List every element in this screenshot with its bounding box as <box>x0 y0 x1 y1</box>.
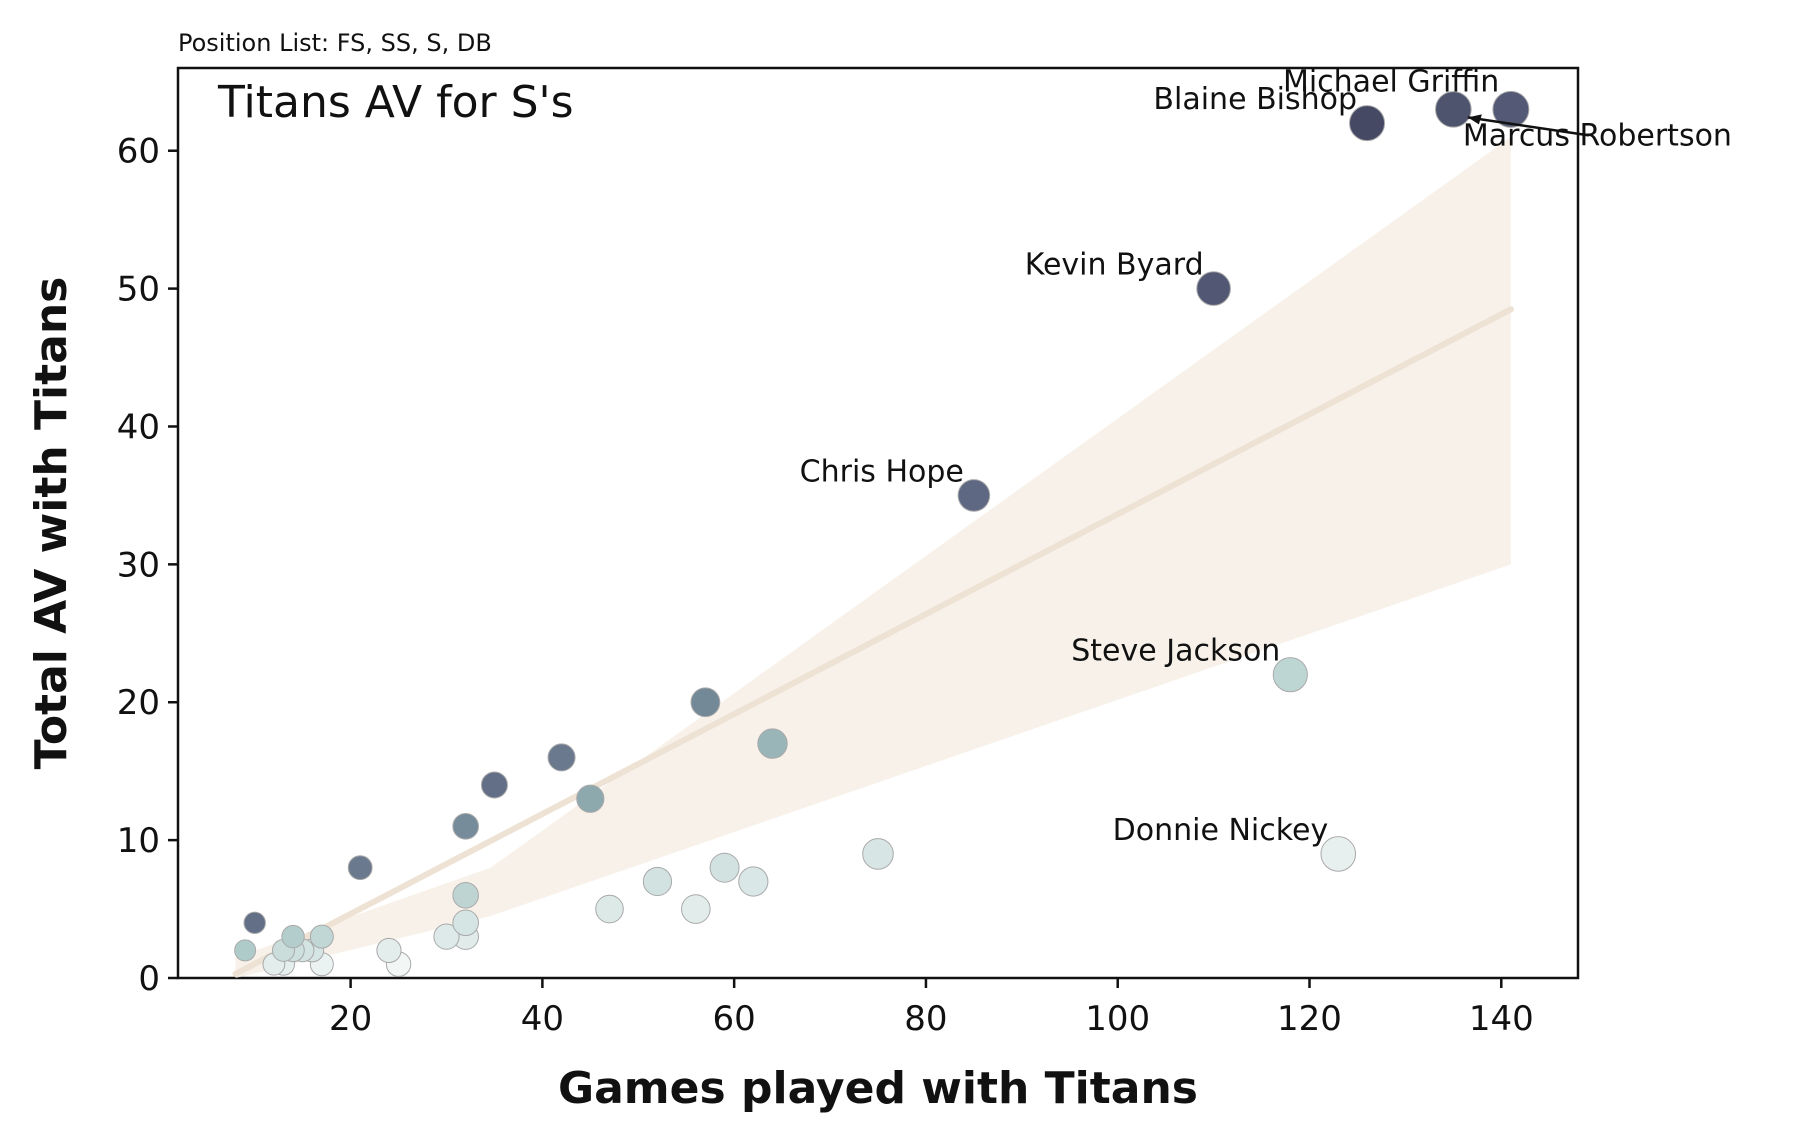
data-point <box>595 894 624 924</box>
regression-line-layer <box>232 306 1514 977</box>
point-label: Marcus Robertson <box>1463 118 1732 153</box>
y-tick-label: 20 <box>117 683 160 723</box>
data-point <box>738 866 769 897</box>
y-tick-label: 50 <box>117 270 160 310</box>
y-tick-label: 60 <box>117 132 160 172</box>
point-label: Chris Hope <box>800 454 964 489</box>
data-point <box>347 855 373 881</box>
y-axis: 0 10 20 30 40 50 60 <box>117 132 178 999</box>
annotation-arrow <box>1467 116 1590 137</box>
data-point <box>243 911 266 935</box>
data-point <box>281 924 305 949</box>
x-tick-label: 80 <box>904 999 947 1039</box>
chart-title: Titans AV for S's <box>217 77 574 128</box>
data-point <box>1435 91 1472 128</box>
x-tick-label: 100 <box>1085 999 1150 1039</box>
data-point <box>480 771 508 799</box>
x-tick-label: 60 <box>713 999 756 1039</box>
data-point <box>433 923 460 950</box>
x-tick-label: 40 <box>521 999 564 1039</box>
data-point <box>1320 836 1357 872</box>
data-point <box>690 687 721 718</box>
data-point <box>957 479 991 512</box>
data-point <box>576 784 605 813</box>
y-tick-label: 0 <box>138 959 160 999</box>
data-point <box>547 743 576 772</box>
data-point <box>452 813 479 840</box>
confidence-band <box>235 136 1511 978</box>
data-point <box>309 924 334 949</box>
confidence-band-layer <box>235 136 1511 978</box>
data-point <box>1349 105 1386 142</box>
x-tick-label: 120 <box>1277 999 1342 1039</box>
x-tick-label: 20 <box>329 999 372 1039</box>
data-point <box>642 866 673 897</box>
point-label: Donnie Nickey <box>1113 813 1329 848</box>
chart-subtitle: Position List: FS, SS, S, DB <box>178 29 492 57</box>
data-point <box>862 838 894 870</box>
y-tick-label: 30 <box>117 545 160 585</box>
points-layer <box>234 90 1530 977</box>
y-tick-label: 10 <box>117 821 160 861</box>
regression-line <box>232 306 1514 977</box>
annotation-arrowhead <box>1467 114 1482 125</box>
data-point <box>234 939 257 962</box>
data-point <box>376 937 402 964</box>
point-label: Michael Griffin <box>1283 64 1499 99</box>
data-point <box>452 881 479 909</box>
data-point <box>757 728 788 759</box>
y-tick-label: 40 <box>117 407 160 447</box>
data-point <box>1272 657 1308 693</box>
data-point <box>452 909 479 937</box>
x-axis: 20 40 60 80 100 120 140 <box>329 978 1534 1039</box>
point-label: Steve Jackson <box>1071 634 1280 669</box>
data-point <box>681 894 711 924</box>
point-label: Blaine Bishop <box>1153 82 1357 117</box>
data-point <box>709 852 740 883</box>
x-axis-title: Games played with Titans <box>558 1063 1198 1114</box>
point-label: Kevin Byard <box>1025 248 1204 283</box>
y-axis-title: Total AV with Titans <box>26 277 77 770</box>
data-point <box>1196 271 1231 306</box>
plot-frame <box>176 66 1580 980</box>
data-point <box>1492 90 1530 128</box>
x-tick-label: 140 <box>1469 999 1534 1039</box>
